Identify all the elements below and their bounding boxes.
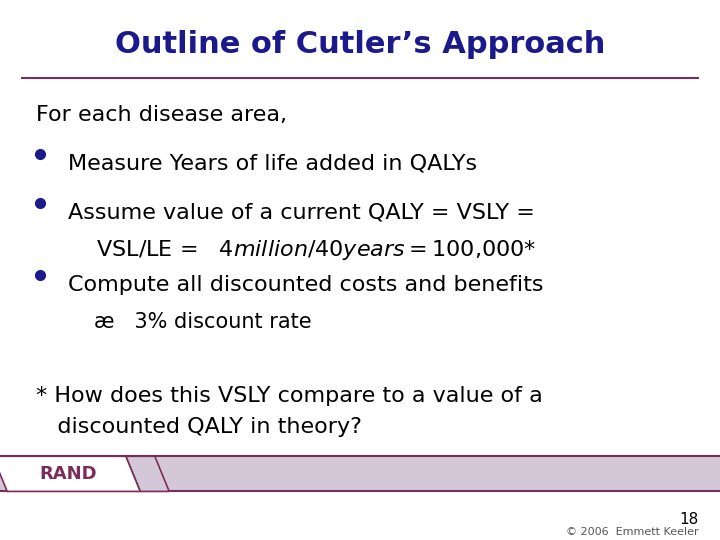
Text: Assume value of a current QALY = VSLY =: Assume value of a current QALY = VSLY = (68, 202, 535, 222)
Text: 18: 18 (679, 511, 698, 526)
Text: discounted QALY in theory?: discounted QALY in theory? (36, 417, 362, 437)
Text: æ   3% discount rate: æ 3% discount rate (94, 312, 311, 332)
Text: Measure Years of life added in QALYs: Measure Years of life added in QALYs (68, 154, 477, 174)
Polygon shape (126, 456, 169, 491)
Text: RAND: RAND (40, 465, 97, 483)
Polygon shape (0, 456, 140, 491)
Text: © 2006  Emmett Keeler: © 2006 Emmett Keeler (566, 527, 698, 537)
Text: Compute all discounted costs and benefits: Compute all discounted costs and benefit… (68, 275, 544, 295)
Text: For each disease area,: For each disease area, (36, 105, 287, 125)
Text: VSL/LE =   $4 million/ 40 years = $100,000*: VSL/LE = $4 million/ 40 years = $100,000… (68, 238, 536, 261)
Bar (0, 456, 720, 491)
Text: Outline of Cutler’s Approach: Outline of Cutler’s Approach (114, 30, 606, 59)
Text: * How does this VSLY compare to a value of a: * How does this VSLY compare to a value … (36, 386, 543, 406)
